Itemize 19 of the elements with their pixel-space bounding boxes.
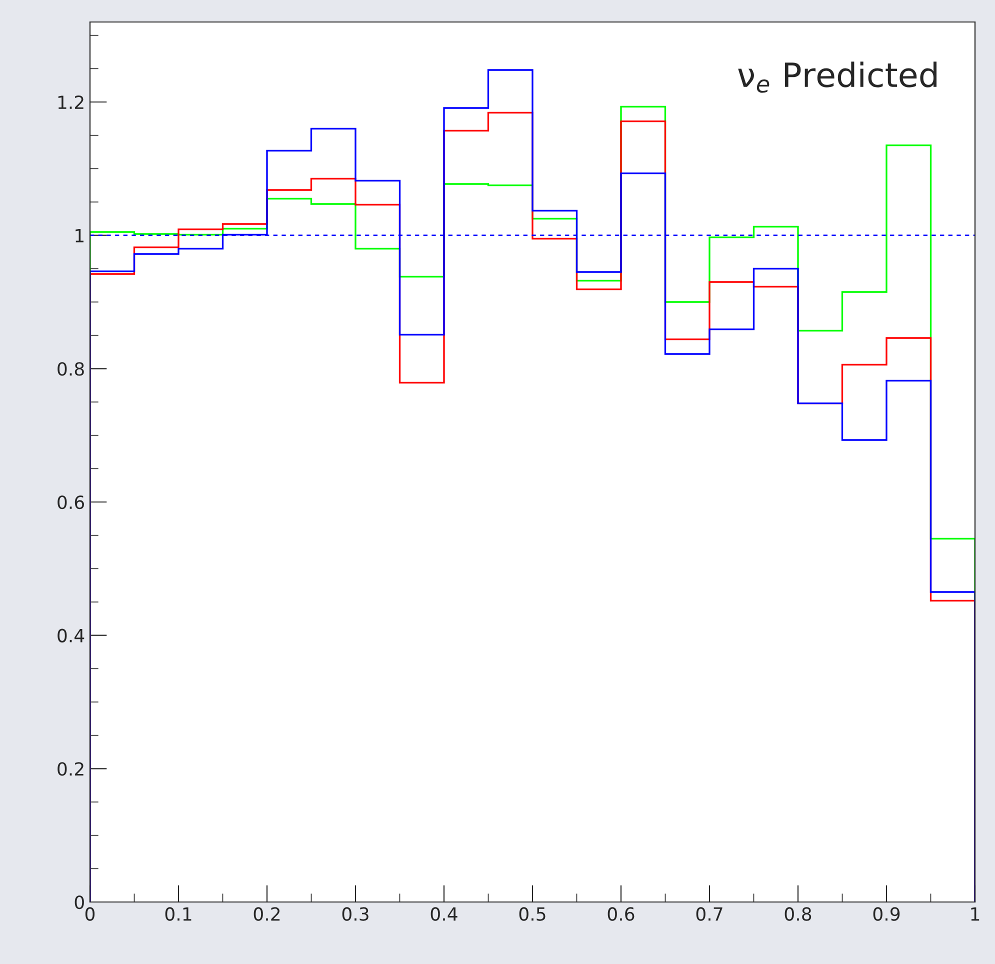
y-tick-label: 0.8 [58,362,84,376]
y-tick-label: 0 [74,895,84,910]
x-tick-label: 0.3 [342,907,368,921]
x-tick-label: 0.2 [254,907,280,921]
x-tick-label: 0.9 [873,907,900,921]
x-tick-label: 0.8 [784,907,812,921]
x-tick-label: 0.5 [519,907,546,921]
annotation: ν$_{e}$ Predicted [738,62,936,93]
x-tick-label: 0.7 [696,907,722,921]
x-tick-label: 0.1 [165,907,192,921]
y-tick-label: 1 [76,229,84,242]
y-tick-label: 0.4 [58,628,84,642]
y-tick-label: 0.6 [58,495,84,510]
x-tick-label: 0.6 [608,907,634,921]
x-tick-label: 0 [85,907,95,921]
x-tick-label: 0.4 [430,907,458,921]
x-tick-label: 1 [971,907,980,921]
y-tick-label: 0.2 [58,762,84,776]
y-tick-label: 1.2 [58,95,84,109]
